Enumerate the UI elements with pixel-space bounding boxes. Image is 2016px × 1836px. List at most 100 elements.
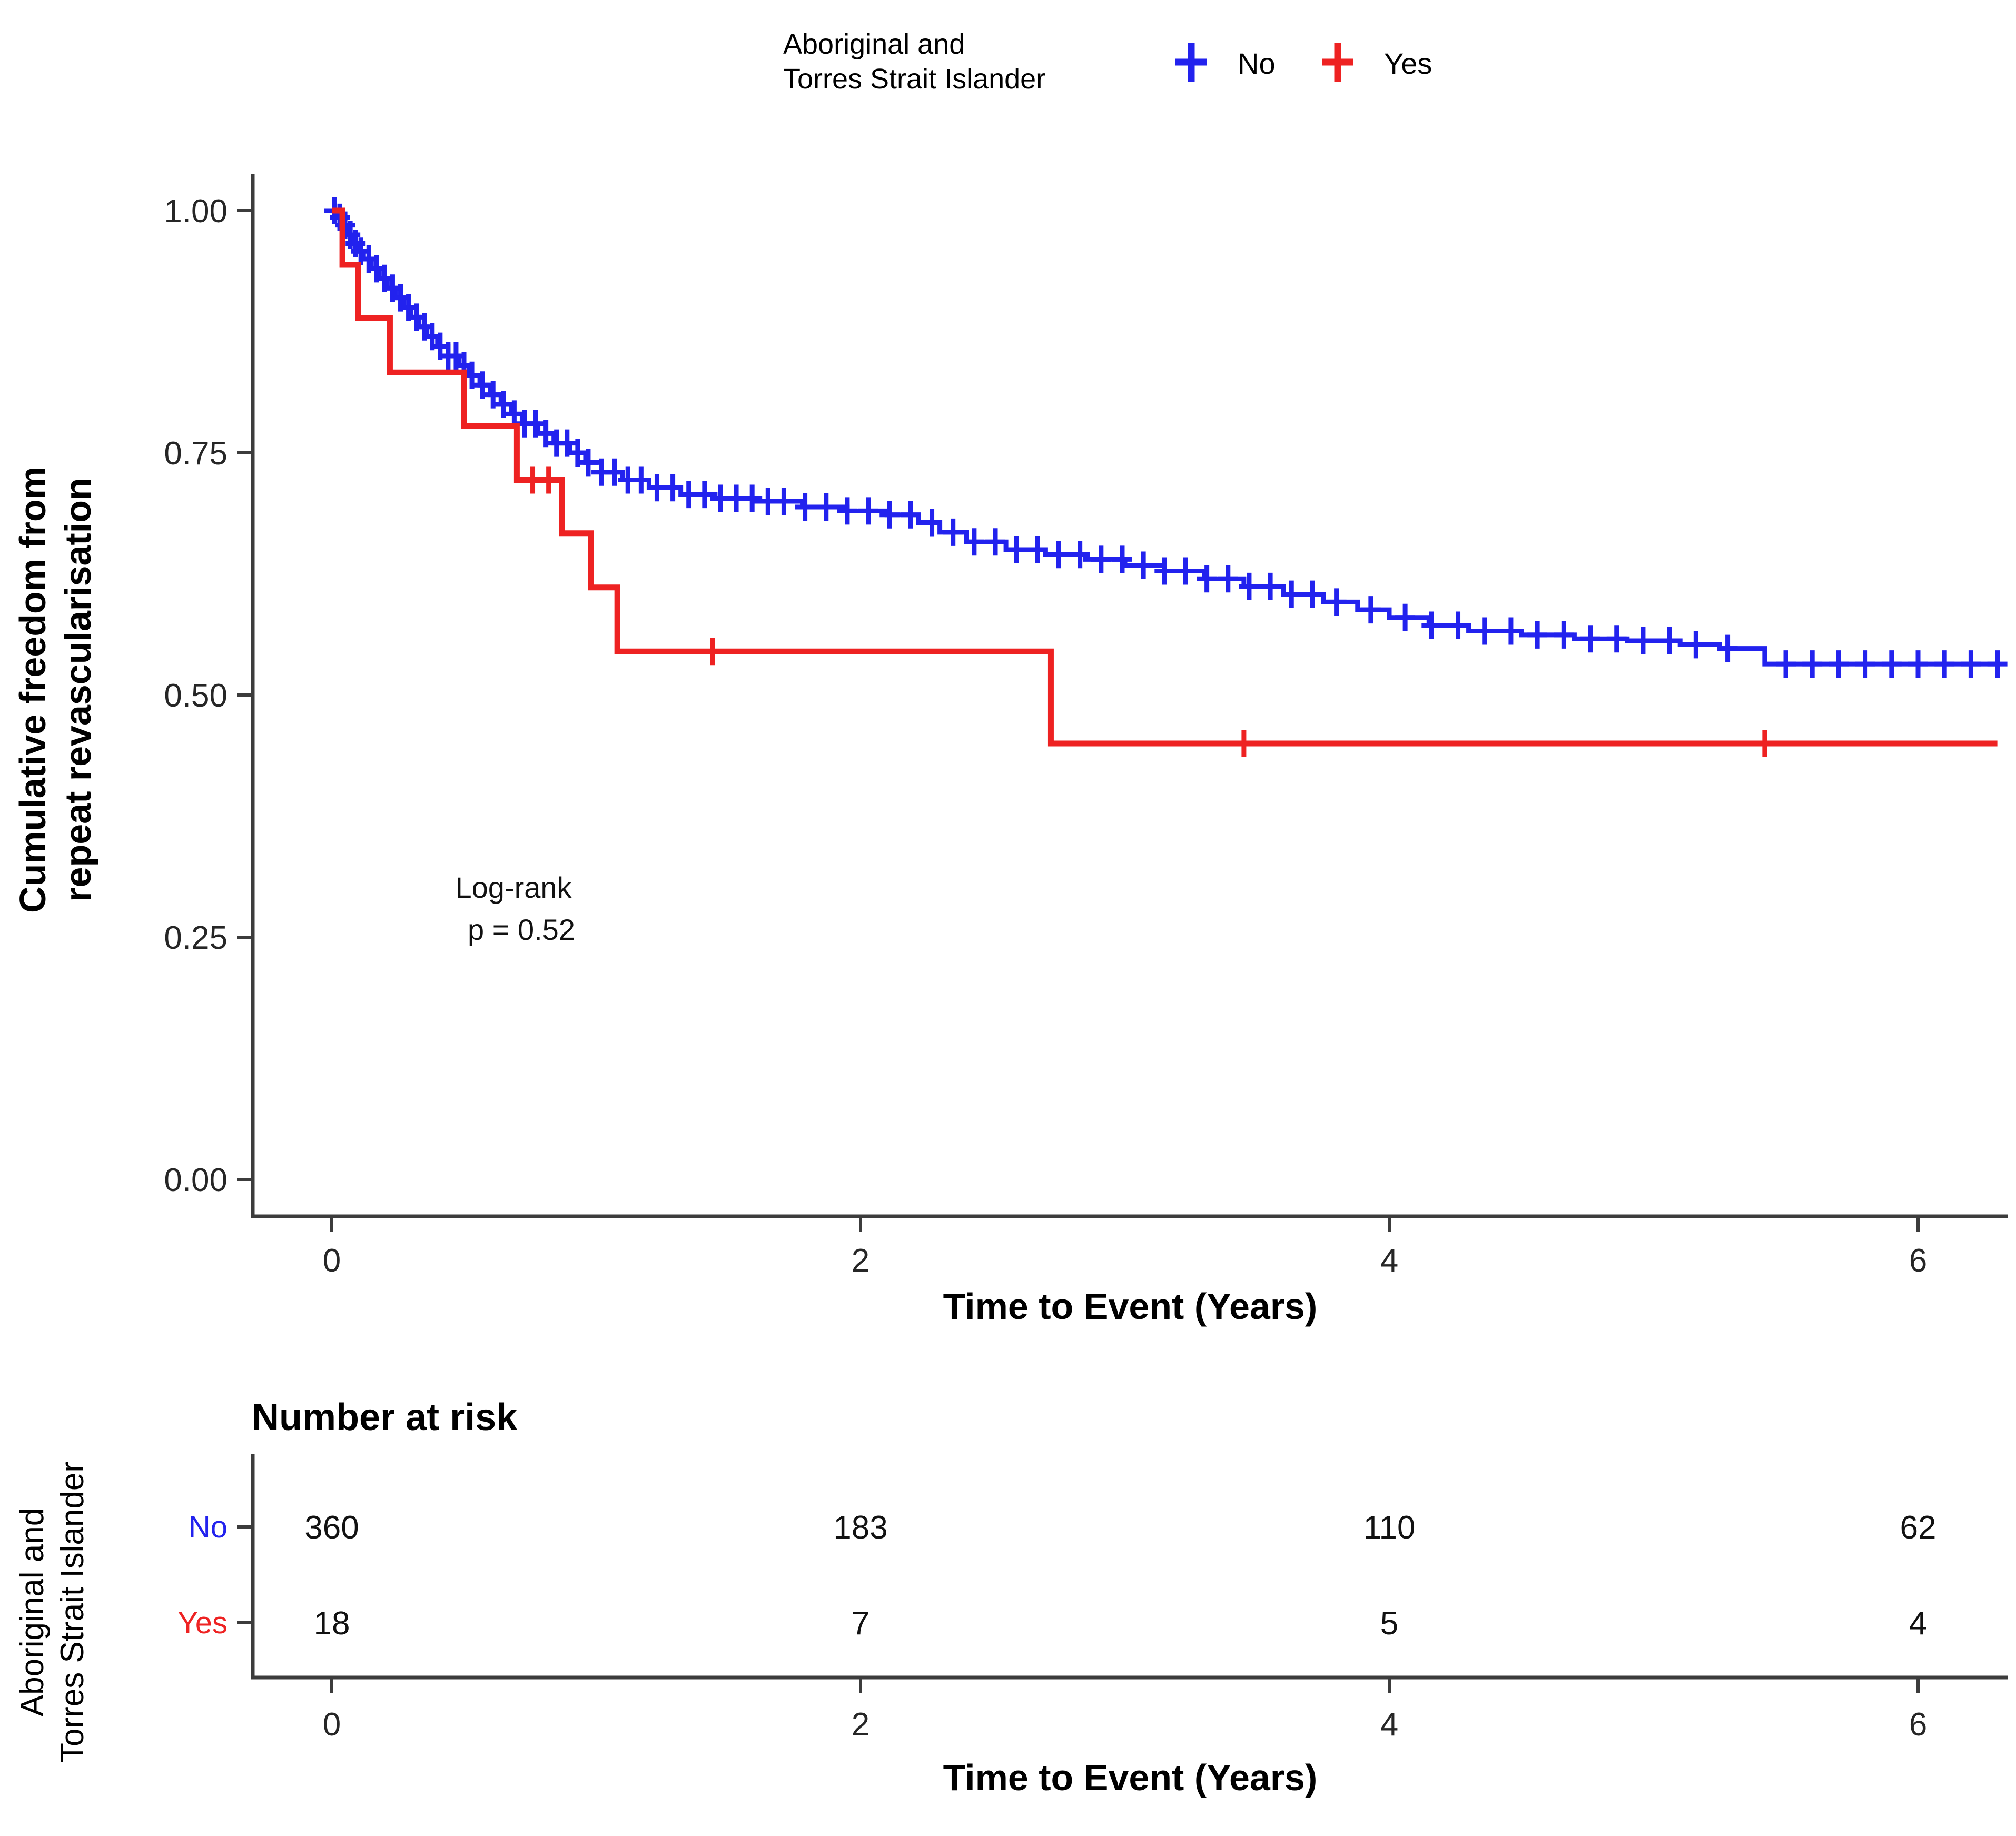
risk-row-label-no: No [189,1510,228,1544]
censor-mark-no [1717,634,1738,662]
x-axis-title: Time to Event (Years) [943,1286,1318,1327]
censor-mark-no [1049,541,1069,569]
censor-mark-no [536,420,556,448]
censor-mark-no [985,528,1006,556]
censor-mark-no [1881,650,1902,678]
censor-mark-no [742,484,763,512]
risk-x-tick-label: 2 [852,1706,869,1743]
censor-mark-yes [702,638,723,666]
risk-x-tick-label: 0 [323,1706,341,1743]
km-curve-no [332,208,1998,667]
risk-count: 4 [1909,1605,1927,1642]
censor-mark-no [631,466,651,494]
censor-mark-no [901,501,921,529]
legend-label-yes: Yes [1384,47,1432,80]
x-tick-label: 6 [1909,1243,1927,1279]
censor-mark-no [493,391,514,418]
risk-count: 7 [852,1605,869,1642]
legend-title-line2: Torres Strait Islander [783,63,1045,95]
logrank-annotation-line2: p = 0.52 [468,913,575,946]
censor-mark-no [816,493,836,521]
censor-mark-no [472,371,493,399]
y-tick-label: 0.50 [164,678,228,714]
censor-mark-no [1659,627,1680,654]
x-tick-label: 2 [852,1243,869,1279]
risk-x-axis-title: Time to Event (Years) [943,1757,1318,1798]
y-tick-label: 0.00 [164,1162,228,1198]
censor-mark-no [557,429,577,457]
censor-mark-no [1281,580,1302,608]
censor-mark-no [774,488,794,515]
censor-mark-no [1554,621,1574,649]
risk-axes-line [251,1454,2008,1680]
censor-mark-no [1027,536,1048,563]
risk-table-title: Number at risk [252,1396,518,1438]
censor-mark-no [879,501,900,529]
risk-row-label-yes: Yes [177,1606,228,1640]
censor-mark-no [1175,557,1196,585]
censor-mark-no [943,518,963,546]
censor-mark-no [1360,596,1381,624]
censor-mark-yes [1754,730,1775,757]
censor-mark-no [1855,650,1875,678]
risk-count: 5 [1380,1605,1398,1642]
censor-mark-no [1197,565,1217,593]
censor-mark-no [1829,650,1849,678]
censor-mark-no [1133,551,1154,579]
censor-mark-no [1326,588,1347,616]
legend-title-line1: Aboriginal and [783,28,965,60]
censor-mark-no [1421,611,1442,639]
y-tick-label: 0.25 [164,920,228,956]
censor-mark-no [858,497,879,525]
censor-mark-no [837,497,857,525]
censor-mark-yes [1233,730,1254,757]
censor-mark-no [1527,621,1548,649]
legend-plus-icon-no [1175,43,1207,82]
censor-mark-no [795,493,815,521]
censor-mark-no [1606,625,1627,653]
legend-label-no: No [1238,47,1276,80]
censor-mark-no [1987,650,2008,678]
logrank-annotation-line1: Log-rank [455,871,572,904]
risk-group-label-line2: Torres Strait Islander [54,1462,91,1763]
censor-mark-no [922,509,942,537]
risk-x-tick-label: 6 [1909,1706,1927,1743]
censor-mark-no [605,458,625,486]
y-tick-label: 1.00 [164,193,228,230]
censor-mark-no [1908,650,1928,678]
censor-mark-no [1112,545,1132,573]
censor-mark-no [1474,617,1495,645]
risk-count: 18 [314,1605,350,1642]
censor-mark-no [1961,650,1981,678]
risk-x-tick-label: 4 [1380,1706,1398,1743]
censor-mark-no [1802,650,1823,678]
risk-count: 183 [833,1510,887,1546]
censor-mark-no [1448,611,1468,639]
censor-mark-no [483,381,503,409]
censor-mark-no [1302,580,1323,608]
censor-mark-no [1091,545,1111,573]
censor-mark-no [1260,572,1281,600]
risk-count: 360 [304,1510,359,1546]
x-tick-label: 4 [1380,1243,1398,1279]
censor-mark-yes [538,466,559,494]
plot-axes-line [251,174,2008,1218]
censor-mark-no [1500,617,1521,645]
censor-mark-no [1006,536,1027,563]
y-axis-title-line2: repeat revascularisation [57,478,98,901]
censor-mark-no [1580,625,1600,653]
y-axis-title-line1: Cumulative freedom from [12,467,53,913]
censor-mark-no [567,439,588,467]
x-tick-label: 0 [323,1243,341,1279]
censor-mark-no [1633,627,1653,654]
censor-mark-no [1776,650,1796,678]
censor-mark-no [525,410,546,438]
risk-count: 110 [1363,1510,1416,1546]
legend-plus-icon-yes [1322,43,1353,82]
censor-mark-no [1070,541,1090,569]
censor-mark-no [694,481,715,509]
censor-mark-no [1218,565,1238,593]
censor-mark-no [964,528,984,556]
